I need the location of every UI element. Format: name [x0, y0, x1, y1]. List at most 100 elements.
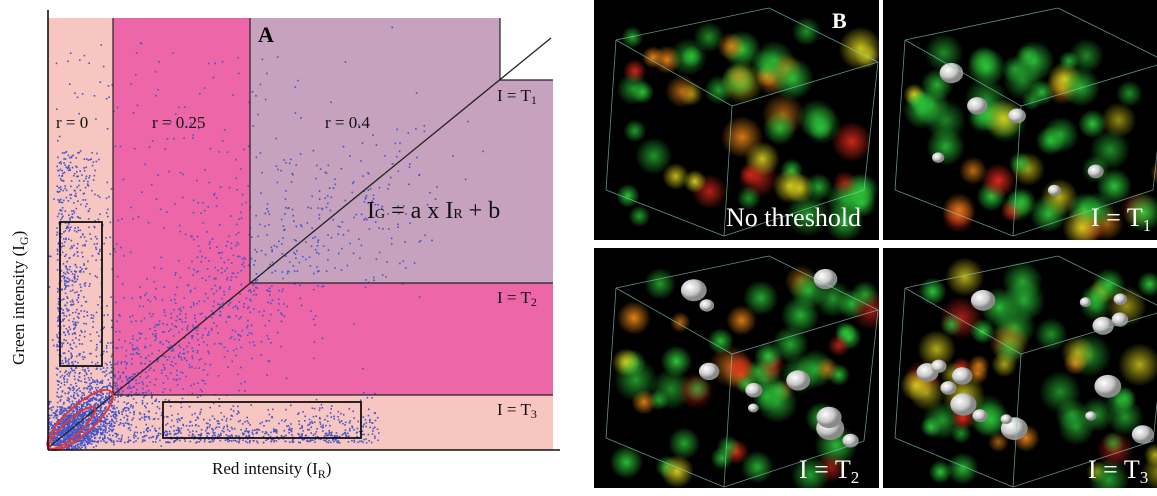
scatter-point [68, 223, 70, 225]
scatter-point [80, 217, 82, 219]
scatter-point [379, 252, 381, 254]
scatter-point [252, 430, 254, 432]
scatter-point [152, 313, 154, 315]
scatter-point [72, 273, 74, 275]
scatter-point [283, 225, 285, 227]
blob [851, 281, 879, 309]
scatter-point [57, 459, 59, 461]
scatter-point [71, 216, 73, 218]
scatter-point [68, 359, 70, 361]
scatter-point [239, 293, 241, 295]
scatter-point [240, 212, 242, 214]
scatter-point [213, 77, 215, 79]
scatter-point [74, 190, 76, 192]
scatter-point [90, 340, 92, 342]
scatter-point [246, 327, 248, 329]
scatter-point [59, 411, 61, 413]
scatter-point [269, 288, 271, 290]
scatter-point [326, 441, 328, 443]
scatter-point [128, 439, 130, 441]
scatter-point [415, 128, 417, 130]
scatter-point [232, 94, 234, 96]
scatter-point [158, 433, 160, 435]
scatter-point [54, 430, 56, 432]
scatter-point [75, 324, 77, 326]
scatter-point [299, 428, 301, 430]
scatter-point [290, 159, 292, 161]
scatter-point [205, 280, 207, 282]
scatter-point [165, 399, 167, 401]
scatter-point [363, 416, 365, 418]
scatter-point [288, 432, 290, 434]
scatter-point [299, 442, 301, 444]
scatter-point [363, 434, 365, 436]
scatter-point [43, 418, 45, 420]
scatter-point [176, 370, 178, 372]
scatter-point [262, 59, 264, 61]
scatter-point [199, 441, 201, 443]
scatter-point [119, 377, 121, 379]
scatter-point [117, 347, 119, 349]
scatter-point [43, 443, 45, 445]
scatter-point [328, 249, 330, 251]
scatter-point [70, 425, 72, 427]
scatter-point [115, 331, 117, 333]
tile-render: I = T2 [594, 248, 879, 488]
scatter-point [70, 460, 72, 462]
scatter-point [52, 452, 54, 454]
scatter-point [176, 374, 178, 376]
scatter-point [317, 285, 319, 287]
scatter-point [52, 452, 54, 454]
scatter-point [194, 318, 196, 320]
scatter-point [238, 339, 240, 341]
scatter-point [213, 301, 215, 303]
scatter-point [81, 443, 83, 445]
scatter-point [103, 398, 105, 400]
scatter-point [65, 239, 67, 241]
scatter-point [170, 406, 172, 408]
scatter-point [121, 439, 123, 441]
scatter-point [66, 315, 68, 317]
scatter-point [63, 200, 65, 202]
scatter-point [150, 367, 152, 369]
scatter-point [197, 416, 199, 418]
scatter-point [215, 278, 217, 280]
scatter-point [122, 372, 124, 374]
scatter-point [266, 374, 268, 376]
scatter-point [96, 249, 98, 251]
scatter-point [220, 440, 222, 442]
scatter-point [97, 393, 99, 395]
white-sphere [952, 367, 972, 384]
scatter-point [316, 266, 318, 268]
scatter-point [110, 416, 112, 418]
scatter-point [292, 439, 294, 441]
scatter-point [369, 427, 371, 429]
scatter-point [78, 230, 80, 232]
scatter-point [68, 333, 70, 335]
scatter-point [105, 423, 107, 425]
scatter-point [127, 419, 129, 421]
scatter-point [116, 414, 118, 416]
scatter-point [204, 87, 206, 89]
scatter-point [201, 391, 203, 393]
scatter-point [61, 299, 63, 301]
scatter-point [388, 228, 390, 230]
scatter-point [183, 307, 185, 309]
scatter-point [221, 252, 223, 254]
scatter-point [56, 429, 58, 431]
scatter-point [76, 231, 78, 233]
scatter-point [93, 447, 95, 449]
scatter-point [295, 164, 297, 166]
scatter-point [109, 399, 111, 401]
scatter-point [126, 403, 128, 405]
scatter-point [61, 213, 63, 215]
scatter-point [317, 245, 319, 247]
scatter-point [141, 191, 143, 193]
scatter-point [114, 385, 116, 387]
scatter-point [213, 439, 215, 441]
scatter-point [79, 180, 81, 182]
scatter-point [47, 453, 49, 455]
scatter-point [96, 399, 98, 401]
